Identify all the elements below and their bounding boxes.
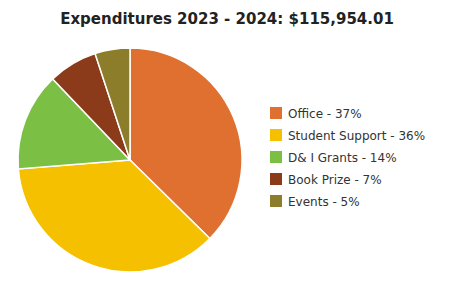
legend-swatch <box>270 129 282 141</box>
legend-swatch <box>270 195 282 207</box>
pie-slice <box>95 48 130 160</box>
legend-label: D& I Grants - 14% <box>288 151 397 165</box>
pie-slice <box>18 160 209 272</box>
pie <box>18 48 242 272</box>
legend: Office - 37% Student Support - 36% D& I Gr… <box>270 107 425 209</box>
legend-swatch <box>270 107 282 119</box>
title: Expenditures 2023 - 2024: $115,954.01 <box>60 10 394 28</box>
legend-swatch <box>270 151 282 163</box>
legend-label: Office - 37% <box>288 107 362 121</box>
legend-swatch <box>270 173 282 185</box>
legend-label: Book Prize - 7% <box>288 173 382 187</box>
legend-label: Events - 5% <box>288 195 360 209</box>
chart: Expenditures 2023 - 2024: $115,954.01 Off… <box>0 0 454 291</box>
legend-label: Student Support - 36% <box>288 129 425 143</box>
